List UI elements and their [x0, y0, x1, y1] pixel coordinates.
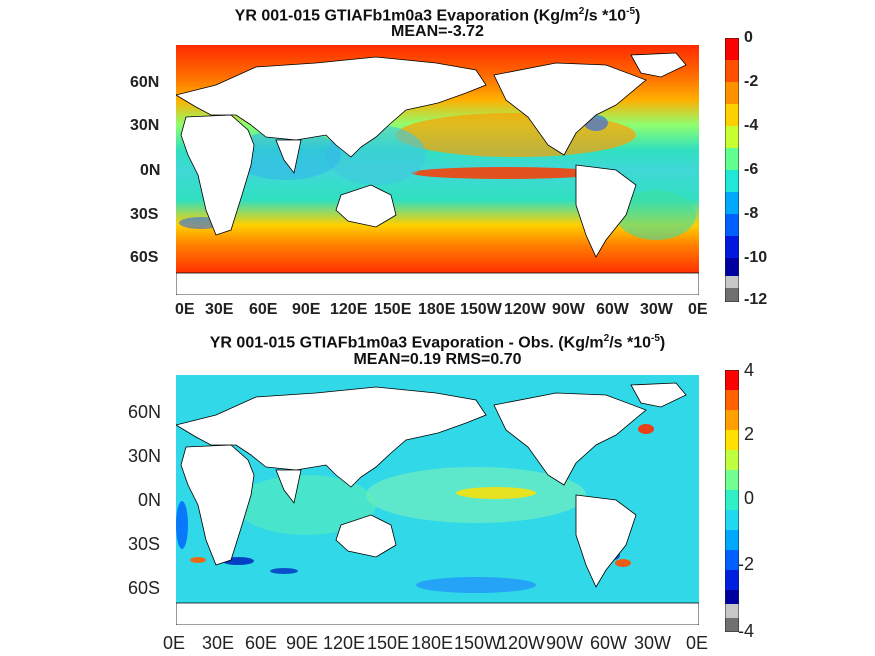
bottom-cbar-tick: 2 [744, 424, 755, 444]
bottom-ytick-30s: 30S [128, 534, 161, 554]
top-ytick-60n: 60N [130, 74, 160, 91]
top-cbar-tick: -12 [744, 291, 768, 308]
top-xtick: 30W [640, 301, 673, 318]
bottom-cbar-tick: 0 [744, 488, 755, 508]
top-cbar-tick: -10 [744, 249, 768, 266]
top-xtick: 120W [504, 301, 546, 318]
top-cbar-tick: 0 [744, 29, 753, 46]
top-xtick: 60W [596, 301, 629, 318]
top-ytick-0n: 0N [140, 162, 161, 179]
bottom-ytick-30n: 30N [128, 446, 162, 466]
top-xtick: 0E [688, 301, 708, 318]
bottom-map-title: YR 001-015 GTIAFb1m0a3 Evaporation - Obs… [209, 333, 666, 352]
bottom-ytick-60s: 60S [128, 578, 161, 598]
bottom-xtick: 150W [454, 633, 502, 653]
bottom-xtick: 120W [498, 633, 546, 653]
bottom-xtick: 90E [286, 633, 319, 653]
top-ytick-30s: 30S [130, 206, 159, 223]
bottom-map-stats: MEAN=0.19 RMS=0.70 [353, 351, 522, 368]
bottom-cbar-tick: -4 [738, 621, 755, 641]
bottom-xtick: 180E [411, 633, 454, 653]
top-cbar-tick: -4 [744, 117, 759, 134]
top-xtick: 60E [249, 301, 278, 318]
top-xtick: 30E [205, 301, 234, 318]
bottom-xtick: 60E [245, 633, 278, 653]
top-evaporation-map [176, 45, 699, 295]
bottom-xtick: 90W [546, 633, 584, 653]
top-ytick-30n: 30N [130, 117, 160, 134]
top-map-mean: MEAN=-3.72 [391, 23, 484, 40]
top-cbar-tick: -6 [744, 161, 759, 178]
bottom-xtick: 0E [163, 633, 186, 653]
top-cbar-tick: -2 [744, 73, 759, 90]
bottom-cbar-tick: 4 [744, 360, 755, 380]
bottom-cbar-tick: -2 [738, 554, 755, 574]
bottom-ytick-0n: 0N [138, 490, 162, 510]
top-xtick: 90E [292, 301, 321, 318]
bottom-colorbar [725, 370, 739, 632]
bottom-ytick-60n: 60N [128, 402, 162, 422]
top-xtick: 150E [374, 301, 412, 318]
top-map-title: YR 001-015 GTIAFb1m0a3 Evaporation (Kg/m… [234, 6, 641, 25]
bottom-xtick: 30W [634, 633, 672, 653]
top-xtick: 150W [460, 301, 502, 318]
top-xtick: 180E [418, 301, 456, 318]
bottom-x-axis-labels: 0E 30E 60E 90E 120E 150E 180E 150W 120W … [160, 633, 730, 655]
bottom-xtick: 30E [202, 633, 235, 653]
bottom-xtick: 0E [686, 633, 709, 653]
bottom-xtick: 120E [323, 633, 366, 653]
bottom-difference-map [176, 375, 699, 625]
bottom-xtick: 60W [590, 633, 628, 653]
top-cbar-tick: -8 [744, 205, 759, 222]
top-xtick: 120E [330, 301, 368, 318]
bottom-xtick: 150E [367, 633, 410, 653]
top-xtick: 0E [175, 301, 195, 318]
top-xtick: 90W [552, 301, 585, 318]
top-colorbar [725, 38, 739, 302]
top-ytick-60s: 60S [130, 249, 159, 266]
top-x-axis-labels: 0E 30E 60E 90E 120E 150E 180E 150W 120W … [160, 301, 720, 321]
